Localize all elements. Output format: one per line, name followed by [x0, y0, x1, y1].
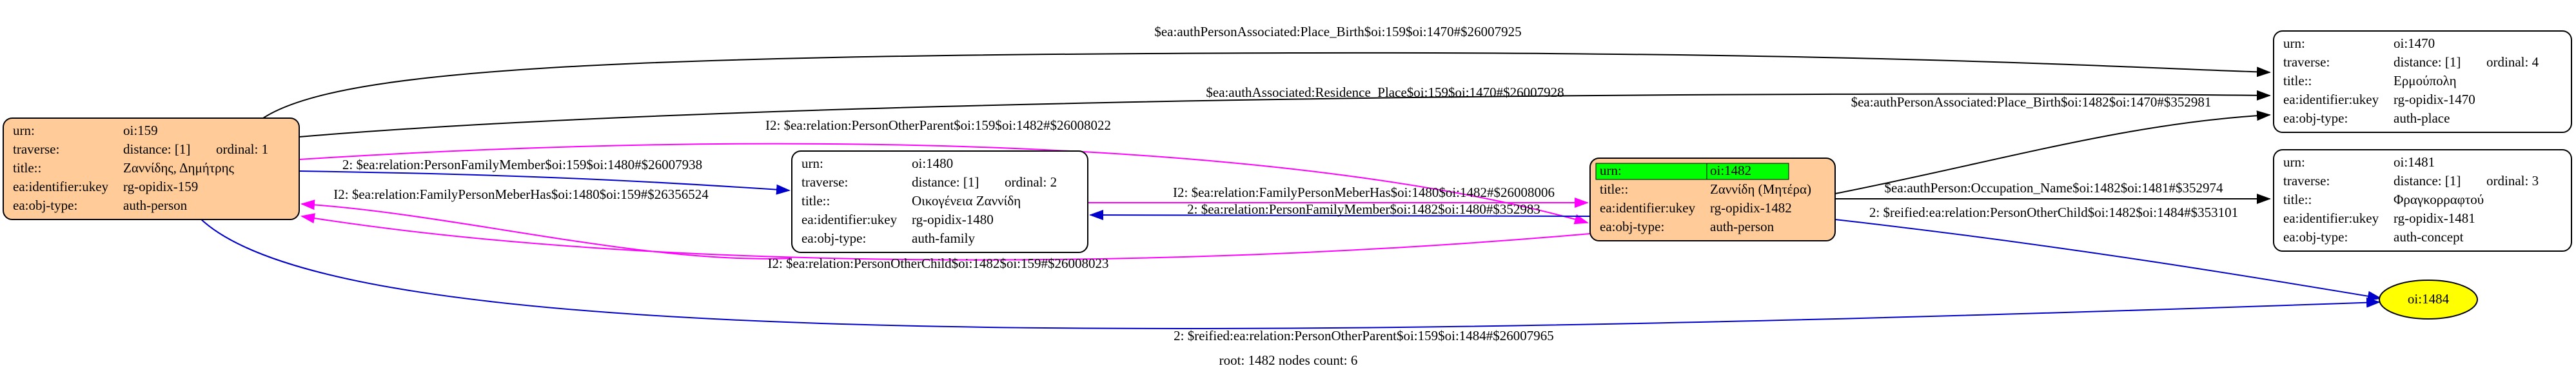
node-field: ordinal: 4 — [2486, 54, 2539, 70]
node-box — [2273, 30, 2572, 133]
node-field: Οικογένεια Ζαννίδη — [912, 193, 1021, 209]
node-field: ea:identifier:ukey — [2283, 210, 2379, 226]
node-field: distance: [1] — [2394, 54, 2461, 70]
node-label: oi:1484 — [2408, 291, 2450, 307]
node-field: traverse: — [2283, 173, 2330, 188]
node-field: rg-opidix-1480 — [912, 212, 994, 227]
node-field: oi:1480 — [912, 156, 953, 171]
node-field: ea:identifier:ukey — [13, 179, 109, 194]
node-field: rg-opidix-1470 — [2394, 92, 2475, 107]
node-field: urn: — [801, 156, 823, 171]
node-field: urn: — [13, 123, 35, 138]
node-field: traverse: — [13, 141, 59, 157]
node-box — [791, 150, 1088, 253]
node-field: auth-person — [123, 198, 188, 213]
edge-label: $ea:authPersonAssociated:Place_Birth$oi:… — [1851, 94, 2212, 110]
edge-label: 2: $ea:relation:PersonFamilyMember$oi:14… — [1187, 201, 1540, 217]
edge — [299, 170, 791, 195]
node-field: oi:1470 — [2394, 36, 2435, 51]
node-field: auth-family — [912, 230, 975, 246]
node-field: Ζαννίδη (Μητέρα) — [1710, 181, 1811, 197]
node-ellipse — [2379, 280, 2478, 320]
edge — [1089, 210, 1591, 221]
node-box — [2273, 149, 2572, 252]
node-field: urn: — [2283, 36, 2305, 51]
node-field: Φραγκορραφτού — [2394, 192, 2484, 207]
node-field: ea:obj-type: — [2283, 229, 2348, 245]
node-field: rg-opidix-159 — [123, 179, 198, 194]
node-field: ea:obj-type: — [1600, 219, 1664, 234]
node-field: oi:1481 — [2394, 154, 2435, 170]
node-field: title:: — [801, 193, 830, 209]
node-field: oi:159 — [123, 123, 158, 138]
node-field: oi:1482 — [1710, 163, 1751, 178]
edge-label: I2: $ea:relation:PersonOtherChild$oi:148… — [767, 256, 1108, 271]
node-field: auth-concept — [2394, 229, 2464, 245]
edge — [199, 218, 2381, 330]
edge — [300, 199, 792, 260]
node-field: ordinal: 3 — [2486, 173, 2539, 188]
node-field: ea:identifier:ukey — [1600, 200, 1696, 216]
node-field: rg-opidix-1482 — [1710, 200, 1792, 216]
edge-label: $ea:authPersonAssociated:Place_Birth$oi:… — [1154, 24, 1521, 39]
highlight — [1706, 163, 1789, 180]
edge-label: 2: $reified:ea:relation:PersonOtherChild… — [1869, 205, 2238, 220]
edge-label: 2: $reified:ea:relation:PersonOtherParen… — [1174, 328, 1554, 343]
node-field: ea:identifier:ukey — [801, 212, 898, 227]
node-field: distance: [1] — [2394, 173, 2461, 188]
edge — [299, 143, 1589, 225]
node-field: urn: — [2283, 154, 2305, 170]
node-field: title:: — [2283, 73, 2312, 88]
node-box — [3, 117, 300, 220]
node-field: ordinal: 1 — [216, 141, 268, 157]
edges — [199, 52, 2382, 330]
edge — [299, 90, 2271, 138]
edge — [262, 52, 2271, 119]
node-field: ea:identifier:ukey — [2283, 92, 2379, 107]
node-field: urn: — [1600, 163, 1622, 178]
node-field: ea:obj-type: — [801, 230, 866, 246]
node-field: distance: [1] — [912, 174, 979, 190]
node-field: title:: — [13, 160, 41, 176]
node-field: traverse: — [2283, 54, 2330, 70]
edge — [300, 213, 1591, 261]
node-field: Ζαννίδης, Δημήτρης — [123, 160, 235, 176]
node-field: title:: — [2283, 192, 2312, 207]
footer: root: 1482 nodes count: 6 — [1219, 352, 1358, 368]
node-field: distance: [1] — [123, 141, 190, 157]
node-field: auth-person — [1710, 219, 1775, 234]
node-field: auth-place — [2394, 110, 2450, 126]
node-field: traverse: — [801, 174, 848, 190]
edge-label: 2: $ea:relation:PersonFamilyMember$oi:15… — [342, 157, 702, 172]
node-field: ea:obj-type: — [2283, 110, 2348, 126]
node-field: Ερμούπολη — [2394, 73, 2457, 88]
edge-labels: $ea:authPersonAssociated:Place_Birth$oi:… — [333, 24, 2238, 343]
edge-label: I2: $ea:relation:FamilyPersonMeberHas$oi… — [333, 187, 709, 202]
edge-label: $ea:authPerson:Occupation_Name$oi:1482$o… — [1885, 180, 2223, 196]
node-field: ordinal: 2 — [1005, 174, 1057, 190]
edge-label: I2: $ea:relation:PersonOtherParent$oi:15… — [765, 117, 1111, 133]
node-field: title:: — [1600, 181, 1628, 197]
edge-label: $ea:authAssociated:Residence_Place$oi:15… — [1206, 85, 1564, 100]
edge — [1834, 219, 2382, 301]
edge-label: I2: $ea:relation:FamilyPersonMeberHas$oi… — [1173, 185, 1555, 200]
node-field: ea:obj-type: — [13, 198, 77, 213]
node-field: rg-opidix-1481 — [2394, 210, 2475, 226]
nodes: urn: oi:159 traverse: distance: [1] ordinal:… — [3, 30, 2572, 320]
edge — [1834, 110, 2271, 194]
